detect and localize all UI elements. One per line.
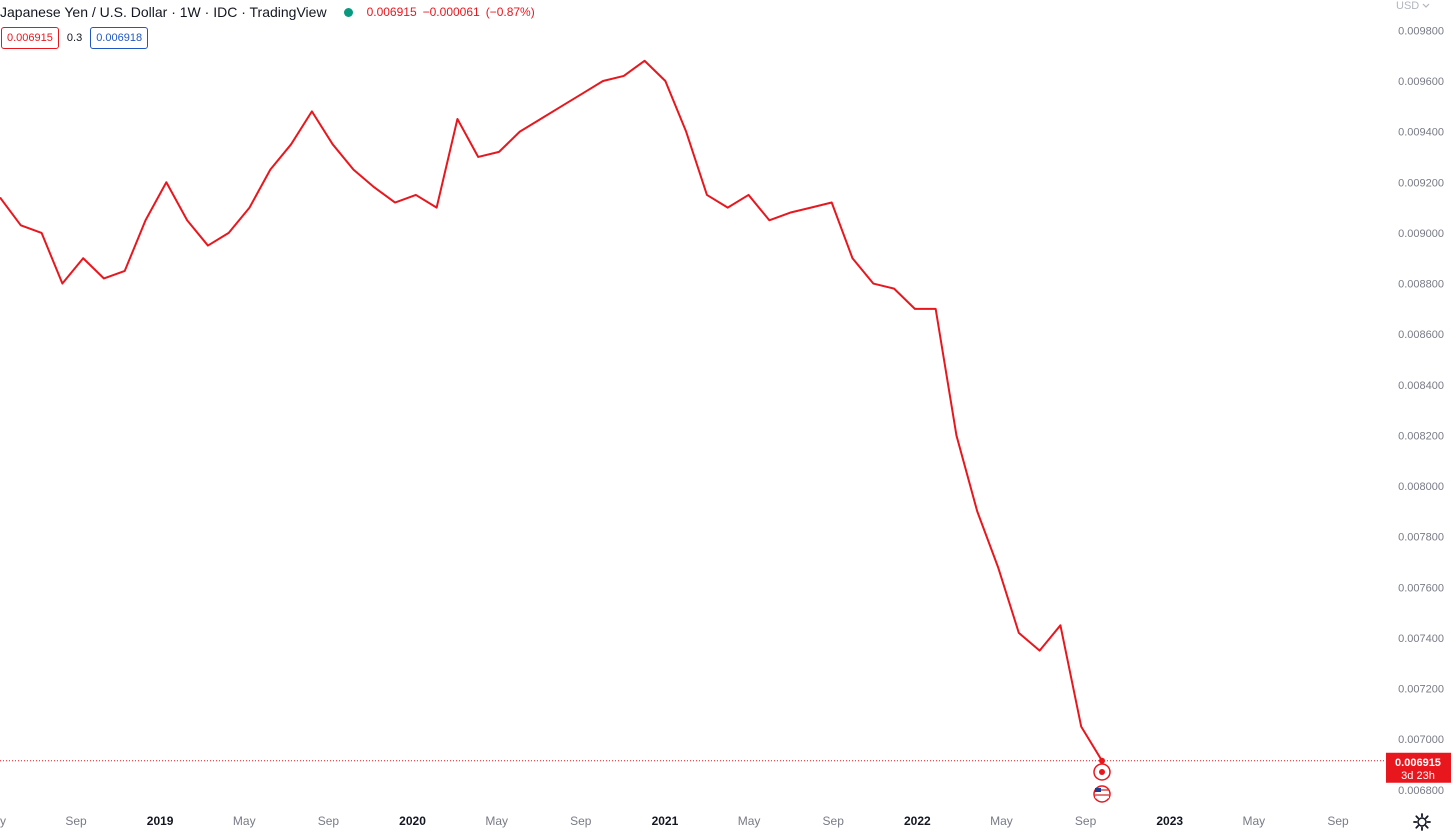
event-flag-dot <box>1099 769 1105 775</box>
y-tick-label: 0.007400 <box>1398 633 1444 645</box>
x-tick-label: 2019 <box>147 814 174 828</box>
y-tick-label: 0.008600 <box>1398 329 1444 341</box>
y-tick-label: 0.008000 <box>1398 481 1444 493</box>
x-tick-label: 2020 <box>399 814 426 828</box>
x-tick-label: Sep <box>318 814 340 828</box>
x-tick-label: Sep <box>65 814 87 828</box>
y-tick-label: 0.006800 <box>1398 785 1444 797</box>
x-tick-label: 2023 <box>1156 814 1183 828</box>
y-tick-label: 0.007200 <box>1398 684 1444 696</box>
x-tick-label: Sep <box>1327 814 1349 828</box>
y-tick-label: 0.008200 <box>1398 430 1444 442</box>
buy-button[interactable]: 0.006918 <box>90 27 149 49</box>
us-flag-canton <box>1095 788 1101 792</box>
symbol-title[interactable]: Japanese Yen / U.S. Dollar · 1W · IDC · … <box>0 4 327 20</box>
y-tick-label: 0.007600 <box>1398 582 1444 594</box>
x-tick-label: May <box>990 814 1013 828</box>
x-tick-label: May <box>1243 814 1266 828</box>
sell-button[interactable]: 0.006915 <box>1 27 59 49</box>
symbol-legend: Japanese Yen / U.S. Dollar · 1W · IDC · … <box>0 0 541 24</box>
last-price-tag-value: 0.006915 <box>1395 757 1441 769</box>
x-tick-label: May <box>485 814 508 828</box>
y-tick-label: 0.009400 <box>1398 127 1444 139</box>
last-price: 0.006915 <box>366 5 417 19</box>
last-price-tag-countdown: 3d 23h <box>1401 770 1435 782</box>
y-tick-label: 0.007000 <box>1398 734 1444 746</box>
y-tick-label: 0.009000 <box>1398 228 1444 240</box>
price-change-percent: (−0.87%) <box>485 5 535 19</box>
x-tick-label: 2022 <box>904 814 931 828</box>
x-tick-label: Sep <box>823 814 845 828</box>
last-price-dot <box>1099 757 1105 764</box>
price-change: −0.000061 <box>422 5 480 19</box>
x-tick-label: Sep <box>570 814 592 828</box>
last-price-tag <box>1386 752 1451 783</box>
x-tick-label: May <box>233 814 256 828</box>
y-tick-label: 0.008800 <box>1398 279 1444 291</box>
y-tick-label: 0.009600 <box>1398 76 1444 88</box>
price-line <box>0 59 1103 762</box>
chevron-down-icon <box>1422 3 1430 8</box>
y-tick-label: 0.009800 <box>1398 25 1444 37</box>
status-dot-icon <box>343 7 353 17</box>
x-tick-label: 2021 <box>652 814 679 828</box>
x-tick-label: y <box>0 814 6 828</box>
currency-label: USD <box>1396 0 1420 12</box>
trade-buttons: 0.006915 0.3 0.006918 <box>1 27 149 49</box>
x-tick-label: Sep <box>1075 814 1097 828</box>
y-tick-label: 0.007800 <box>1398 532 1444 544</box>
y-tick-label: 0.008400 <box>1398 380 1444 392</box>
gear-icon[interactable] <box>1412 812 1432 832</box>
currency-menu[interactable]: USD <box>1396 0 1430 12</box>
y-tick-label: 0.009200 <box>1398 177 1444 189</box>
spread-value: 0.3 <box>66 32 83 44</box>
x-tick-label: May <box>738 814 761 828</box>
